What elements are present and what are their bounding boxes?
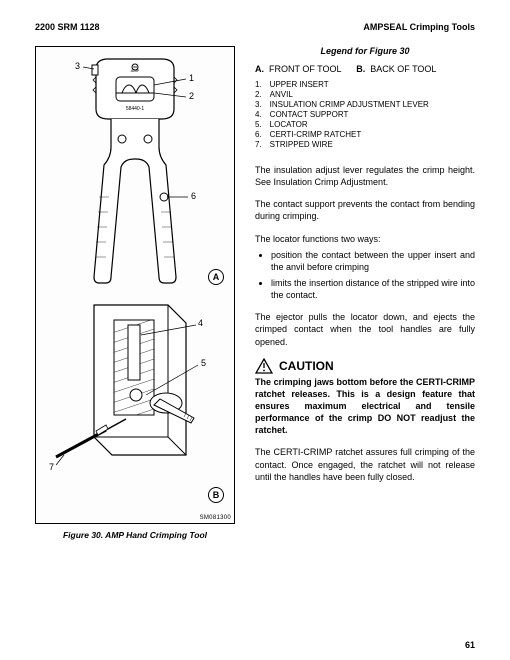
amp-label: AMP bbox=[131, 68, 140, 73]
para-1: The insulation adjust lever regulates th… bbox=[255, 164, 475, 188]
badge-a: A bbox=[208, 269, 224, 285]
caution-header: CAUTION bbox=[255, 358, 475, 374]
bullet-2: limits the insertion distance of the str… bbox=[271, 277, 475, 301]
header-right: AMPSEAL Crimping Tools bbox=[363, 22, 475, 32]
model-label: 58440-1 bbox=[126, 106, 145, 112]
bullet-list: position the contact between the upper i… bbox=[255, 249, 475, 302]
para-4: The ejector pulls the locator down, and … bbox=[255, 311, 475, 347]
legend-item-1: 1. UPPER INSERT bbox=[255, 80, 475, 90]
callout-1: 1 bbox=[189, 73, 194, 83]
callout-7: 7 bbox=[49, 462, 54, 472]
legend-item-4: 4. CONTACT SUPPORT bbox=[255, 110, 475, 120]
figure-caption: Figure 30. AMP Hand Crimping Tool bbox=[35, 530, 235, 540]
legend-item-7: 7. STRIPPED WIRE bbox=[255, 140, 475, 150]
caution-icon bbox=[255, 358, 273, 374]
para-5: The CERTI-CRIMP ratchet assures full cri… bbox=[255, 446, 475, 482]
figure-30: AMP 58440-1 bbox=[35, 46, 235, 524]
header-left: 2200 SRM 1128 bbox=[35, 22, 100, 32]
callout-2: 2 bbox=[189, 91, 194, 101]
caution-word: CAUTION bbox=[279, 359, 334, 373]
callout-5: 5 bbox=[201, 358, 206, 368]
caution-body: The crimping jaws bottom before the CERT… bbox=[255, 376, 475, 437]
page: 2200 SRM 1128 AMPSEAL Crimping Tools AMP… bbox=[35, 22, 475, 638]
legend-ab-row: A. FRONT OF TOOL B. BACK OF TOOL bbox=[255, 64, 475, 74]
legend-a-val: FRONT OF TOOL bbox=[269, 64, 341, 74]
right-column: Legend for Figure 30 A. FRONT OF TOOL B.… bbox=[255, 46, 475, 483]
legend-item-2: 2. ANVIL bbox=[255, 90, 475, 100]
figure-panel-b-svg bbox=[36, 295, 234, 520]
para-3: The locator functions two ways: bbox=[255, 233, 475, 245]
figure-panel-a-svg: AMP 58440-1 bbox=[36, 47, 234, 295]
callout-4: 4 bbox=[198, 318, 203, 328]
legend-b-key: B. bbox=[356, 64, 365, 74]
legend-item-3: 3. INSULATION CRIMP ADJUSTMENT LEVER bbox=[255, 100, 475, 110]
para-2: The contact support prevents the contact… bbox=[255, 198, 475, 222]
page-number: 61 bbox=[465, 640, 475, 650]
part-code: SM081300 bbox=[200, 515, 231, 521]
bullet-1: position the contact between the upper i… bbox=[271, 249, 475, 273]
legend-item-6: 6. CERTI-CRIMP RATCHET bbox=[255, 130, 475, 140]
legend-a-key: A. bbox=[255, 64, 264, 74]
legend-title: Legend for Figure 30 bbox=[255, 46, 475, 56]
legend-b-val: BACK OF TOOL bbox=[370, 64, 436, 74]
legend-list: 1. UPPER INSERT 2. ANVIL 3. INSULATION C… bbox=[255, 80, 475, 150]
legend-item-5: 5. LOCATOR bbox=[255, 120, 475, 130]
callout-3: 3 bbox=[75, 61, 80, 71]
badge-b: B bbox=[208, 487, 224, 503]
callout-6: 6 bbox=[191, 191, 196, 201]
